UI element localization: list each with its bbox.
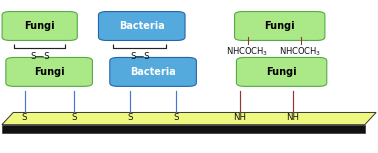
Text: NHCOCH$_3$: NHCOCH$_3$ <box>226 46 269 58</box>
Text: S: S <box>173 113 178 122</box>
Polygon shape <box>2 125 365 133</box>
Text: S: S <box>128 113 133 122</box>
Text: S: S <box>22 113 27 122</box>
Text: S—S: S—S <box>130 52 150 61</box>
FancyBboxPatch shape <box>110 57 197 86</box>
Text: Fungi: Fungi <box>34 67 65 77</box>
Text: Fungi: Fungi <box>24 21 55 31</box>
FancyBboxPatch shape <box>2 12 77 41</box>
FancyBboxPatch shape <box>6 57 92 86</box>
FancyBboxPatch shape <box>98 12 185 41</box>
Text: Bacteria: Bacteria <box>130 67 176 77</box>
Text: Fungi: Fungi <box>264 21 295 31</box>
Polygon shape <box>2 112 376 125</box>
FancyBboxPatch shape <box>237 57 327 86</box>
Text: NH: NH <box>234 113 246 122</box>
Text: Fungi: Fungi <box>266 67 297 77</box>
Text: Bacteria: Bacteria <box>119 21 165 31</box>
FancyBboxPatch shape <box>234 12 325 41</box>
Text: S: S <box>71 113 76 122</box>
Text: S—S: S—S <box>30 52 50 61</box>
Text: NHCOCH$_3$: NHCOCH$_3$ <box>279 46 322 58</box>
Text: NH: NH <box>287 113 299 122</box>
